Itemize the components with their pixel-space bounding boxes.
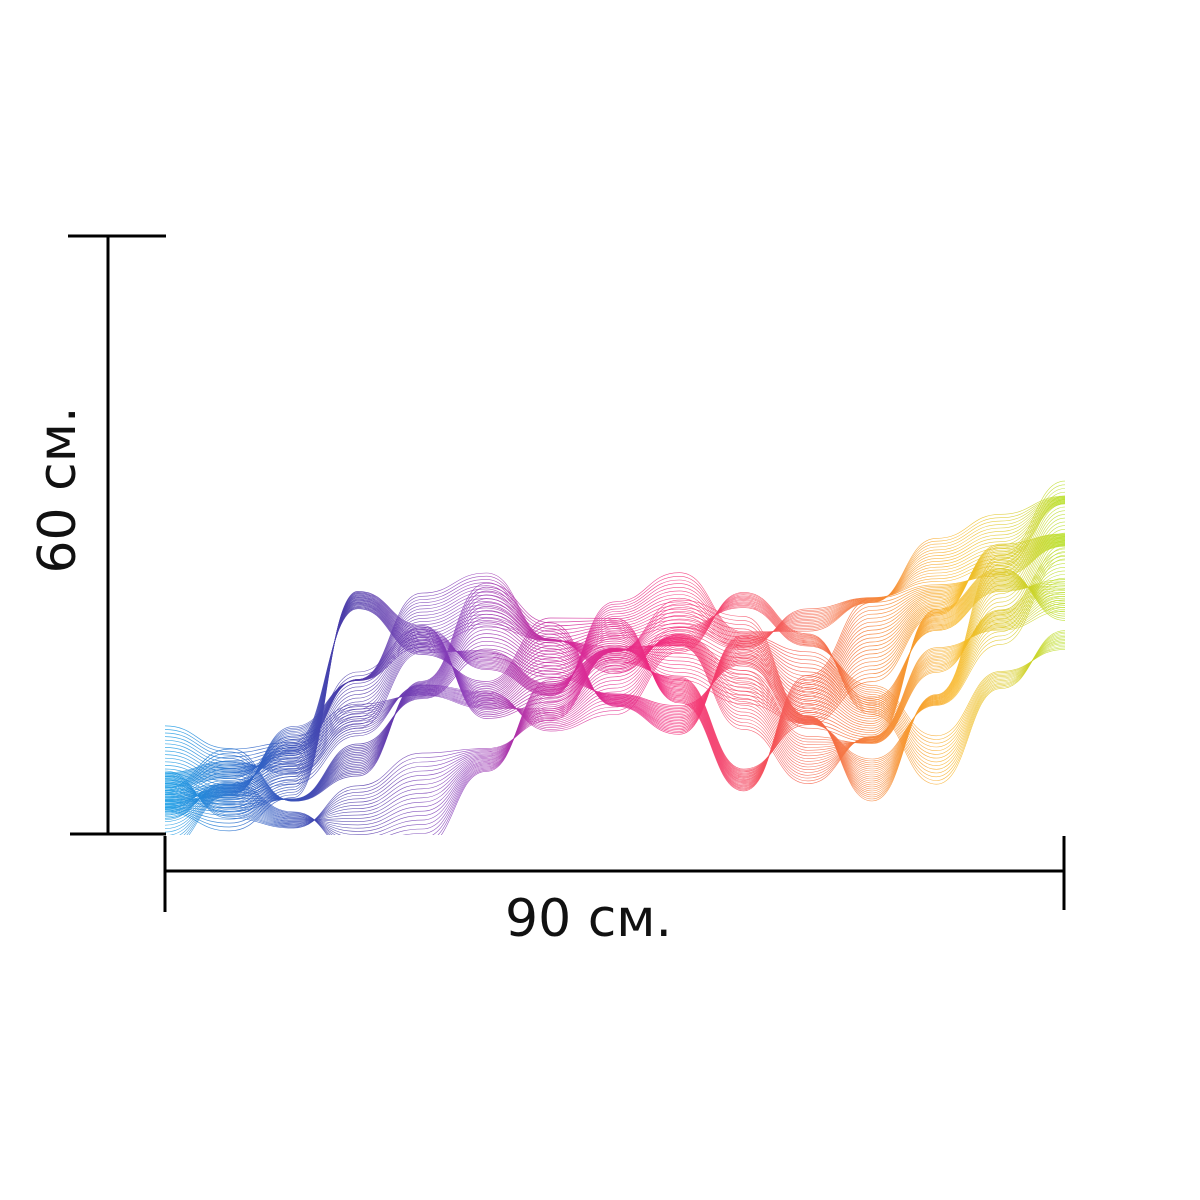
wave-strand [165,577,1065,819]
wave-strand [165,558,1065,835]
wave-strand [165,502,1065,776]
wave-strand [165,496,1065,787]
wave-strand [165,525,1065,826]
wave-strand [165,602,1065,815]
wave-strand [165,570,1065,806]
wave-strand [165,517,1065,821]
wave-strand [165,496,1065,786]
wave-strand [165,537,1065,808]
wave-strand [165,506,1065,824]
wave-strand [165,604,1065,818]
wave-strand [165,581,1065,822]
wave-strand [165,603,1065,816]
wave-strand [165,592,1065,801]
height-dimension-line [68,234,166,836]
wave-strand [188,610,1065,835]
wave-strand [165,599,1065,810]
wave-strand [167,596,1065,835]
wave-strand [165,596,1065,807]
wave-strand [165,484,1065,828]
wave-strand [165,570,1065,812]
wave-strand [165,499,1065,825]
wave-strand [165,607,1065,821]
wave-strand [165,500,1065,779]
wave-strand [165,571,1065,802]
wave-strand [165,502,1065,776]
wave-strand [165,536,1065,812]
wave-strand [165,510,1065,823]
wave-strand [165,543,1065,835]
wave-strand [165,600,1065,812]
wave-strand [165,497,1065,784]
wave-strand [165,543,1065,793]
wave-strand [165,480,1065,829]
wave-strand [165,529,1065,829]
wave-strand [165,593,1065,802]
wave-strand [165,503,1065,775]
wave-strand [165,501,1065,778]
wave-strand [165,500,1065,780]
wave-strand [165,497,1065,785]
width-dimension-line [163,836,1066,912]
wave-strand [165,503,1065,824]
rainbow-wave-artwork [165,480,1065,835]
height-label: 60 см. [28,406,88,574]
wave-strand [165,495,1065,826]
wave-strand [183,603,1065,835]
width-label: 90 см. [505,889,673,949]
wave-strand [186,607,1065,835]
wave-strand [165,499,1065,781]
wave-strand [165,536,1065,835]
wave-strand [165,594,1065,804]
wave-strand [165,491,1065,827]
wave-strand [165,595,1065,805]
wave-strand [165,503,1065,775]
wave-strand [165,532,1065,832]
wave-strand [165,588,1065,829]
wave-strand [165,601,1065,813]
wave-strand [165,521,1065,822]
wave-strand [165,592,1065,833]
wave-strand [165,597,1065,808]
wave-strand [165,514,1065,822]
wave-strand [165,488,1065,827]
wave-strand [165,606,1065,819]
wave-strand [165,574,1065,800]
wave-strand [165,585,1065,826]
wave-strand [165,573,1065,800]
wave-strand [165,568,1065,812]
wave-strand [165,563,1065,805]
wave-strand [165,501,1065,777]
